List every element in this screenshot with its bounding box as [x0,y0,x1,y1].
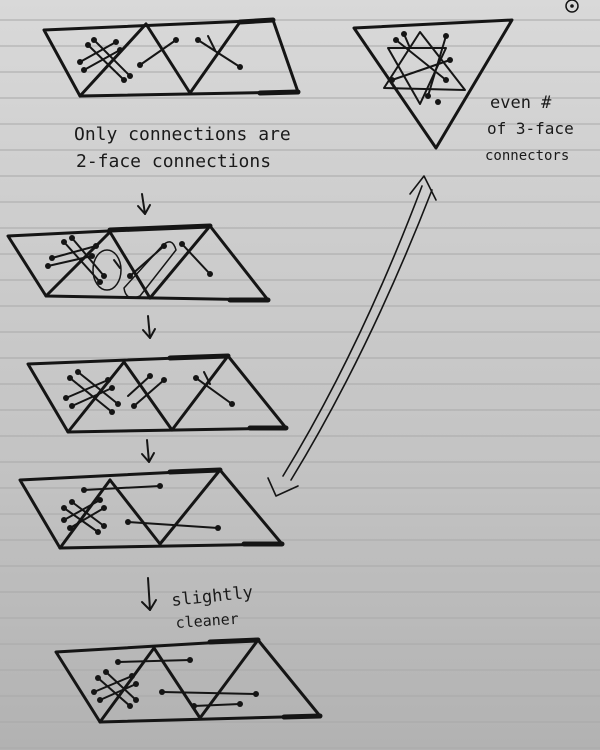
note-even-line-3: connectors [485,148,569,164]
down-arrow-icon [137,193,151,215]
node-dots-diagram-1 [77,37,243,83]
note-only-connections: Only connections are 2-face connections [74,124,291,172]
down-arrow-icon [141,577,157,611]
triangle-connectors [391,33,451,97]
circle-dot-icon [565,0,579,13]
strip-diagram-5 [54,637,323,724]
highlight-loop-circle [92,249,122,291]
node-dots-diagram-5 [91,657,259,709]
connectors-diagram-4 [63,485,219,533]
connectors-diagram-5 [93,659,257,707]
strip-diagram-2 [6,223,271,303]
down-arrow-icon [141,439,155,463]
down-arrow-icon [142,315,156,339]
note-only-line-1: Only connections are [74,124,291,145]
note-even-connectors: even # of 3-face connectors [485,93,574,164]
connectors-diagram-3 [65,371,233,413]
note-slightly-line-1: slightly [170,583,254,611]
node-dots-diagram-2 [45,235,213,285]
strip-diagram-4 [18,467,285,550]
note-even-line-1: even # [490,93,552,113]
node-dots-diagram-4 [61,483,221,535]
note-only-line-2: 2-face connections [76,151,271,172]
connectors-diagram-2 [47,237,211,283]
note-even-line-2: of 3-face [487,119,574,138]
note-slightly-line-2: cleaner [175,610,239,632]
node-dots-diagram-3 [63,369,235,415]
strip-diagram-3 [26,353,289,434]
connectors-diagram-1 [79,35,241,81]
note-slightly-cleaner: slightly cleaner [170,583,254,632]
triangle-node-dots [389,31,453,105]
strip-diagram-1 [42,17,301,98]
long-arrow-icon [267,175,437,497]
highlight-loop-capsule [123,241,177,299]
